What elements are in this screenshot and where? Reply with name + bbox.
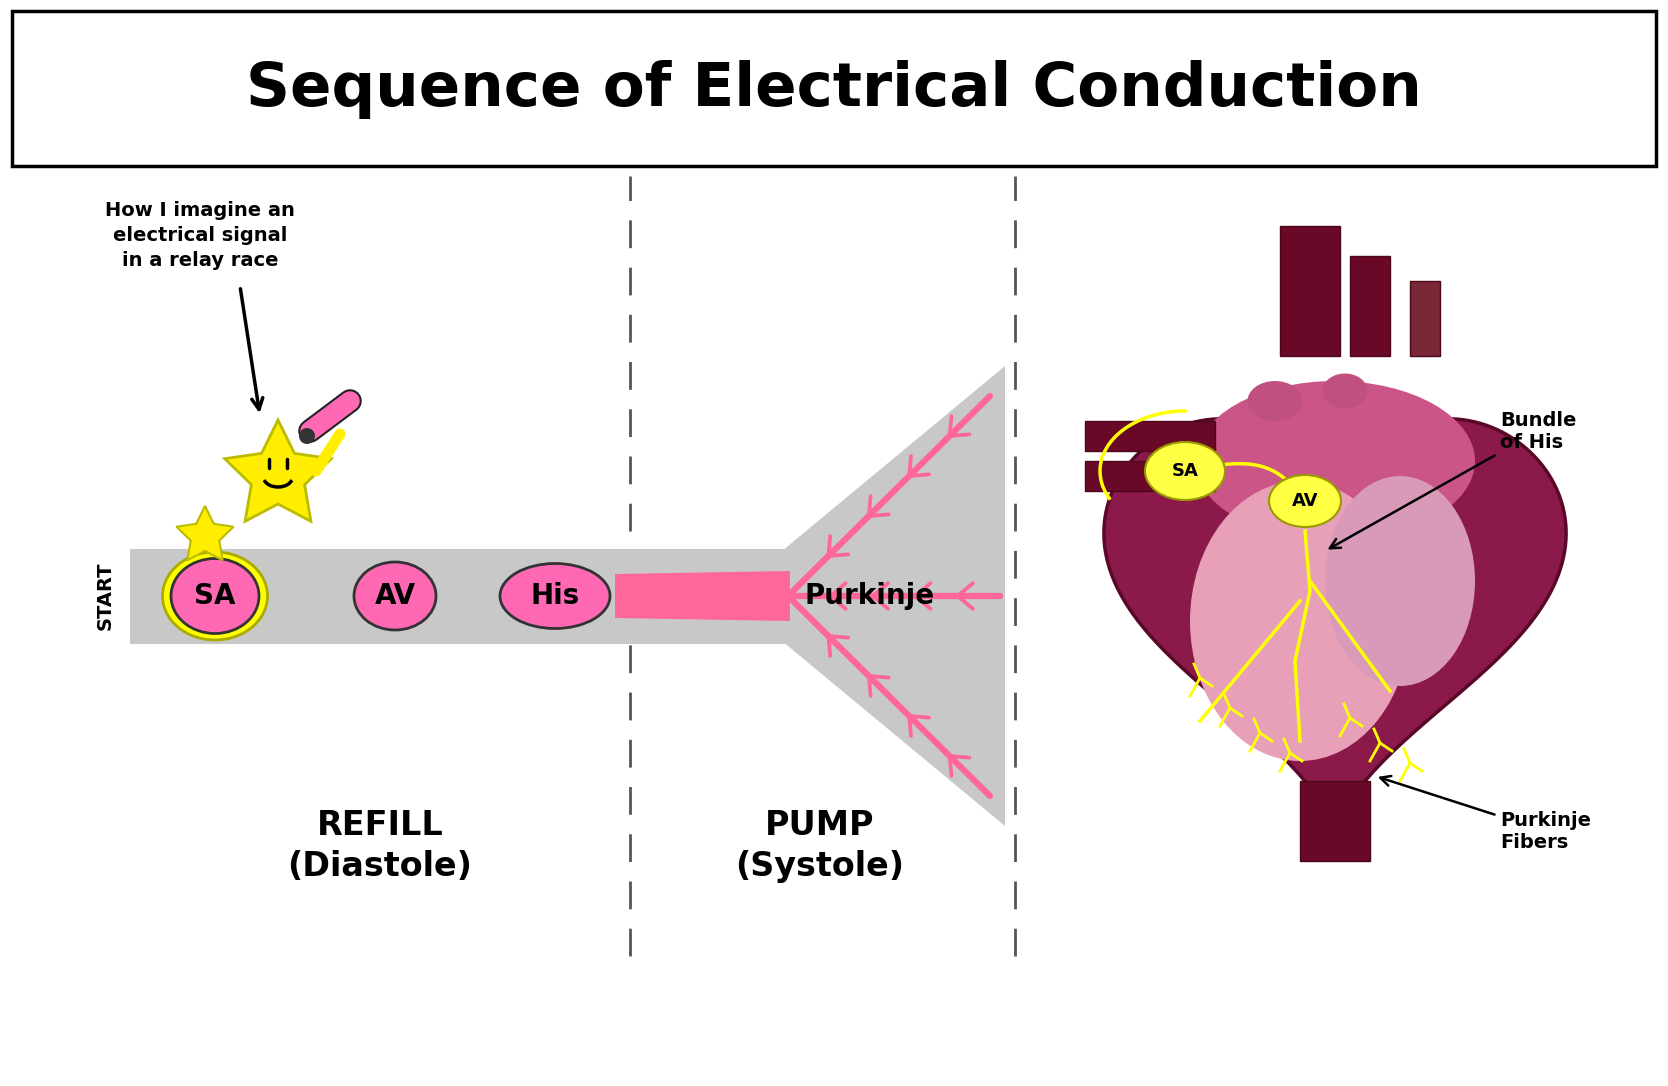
Ellipse shape	[1324, 476, 1475, 686]
Ellipse shape	[1269, 475, 1341, 527]
Text: Purkinje
Fibers: Purkinje Fibers	[1381, 776, 1591, 851]
Polygon shape	[1084, 460, 1214, 491]
Text: How I imagine an
electrical signal
in a relay race: How I imagine an electrical signal in a …	[105, 201, 295, 270]
Circle shape	[299, 428, 315, 444]
Ellipse shape	[1323, 374, 1368, 408]
Polygon shape	[1279, 226, 1339, 356]
Polygon shape	[1409, 281, 1439, 356]
Text: AV: AV	[374, 582, 415, 610]
Ellipse shape	[500, 564, 610, 629]
Text: Purkinje: Purkinje	[806, 582, 936, 610]
Ellipse shape	[1194, 381, 1475, 541]
Polygon shape	[1349, 256, 1389, 356]
Text: SA: SA	[1171, 462, 1198, 480]
Ellipse shape	[162, 552, 267, 640]
Polygon shape	[786, 366, 1006, 826]
Polygon shape	[615, 571, 791, 621]
Polygon shape	[225, 420, 332, 521]
Ellipse shape	[1189, 481, 1409, 761]
Text: PUMP
(Systole): PUMP (Systole)	[736, 809, 904, 883]
Text: SA: SA	[193, 582, 235, 610]
Text: AV: AV	[1291, 492, 1318, 510]
Bar	[130, 548, 786, 644]
Text: Bundle
of His: Bundle of His	[1329, 411, 1576, 548]
Text: START: START	[95, 561, 115, 630]
Ellipse shape	[1144, 442, 1224, 500]
Polygon shape	[1299, 781, 1369, 861]
Text: Sequence of Electrical Conduction: Sequence of Electrical Conduction	[247, 60, 1421, 118]
Ellipse shape	[354, 561, 435, 630]
Bar	[12, 11, 1656, 166]
Polygon shape	[1084, 421, 1214, 451]
Polygon shape	[1104, 419, 1566, 836]
Polygon shape	[177, 506, 234, 560]
Text: His: His	[530, 582, 579, 610]
Ellipse shape	[1248, 381, 1303, 421]
Ellipse shape	[172, 558, 259, 633]
Text: REFILL
(Diastole): REFILL (Diastole)	[287, 809, 472, 883]
